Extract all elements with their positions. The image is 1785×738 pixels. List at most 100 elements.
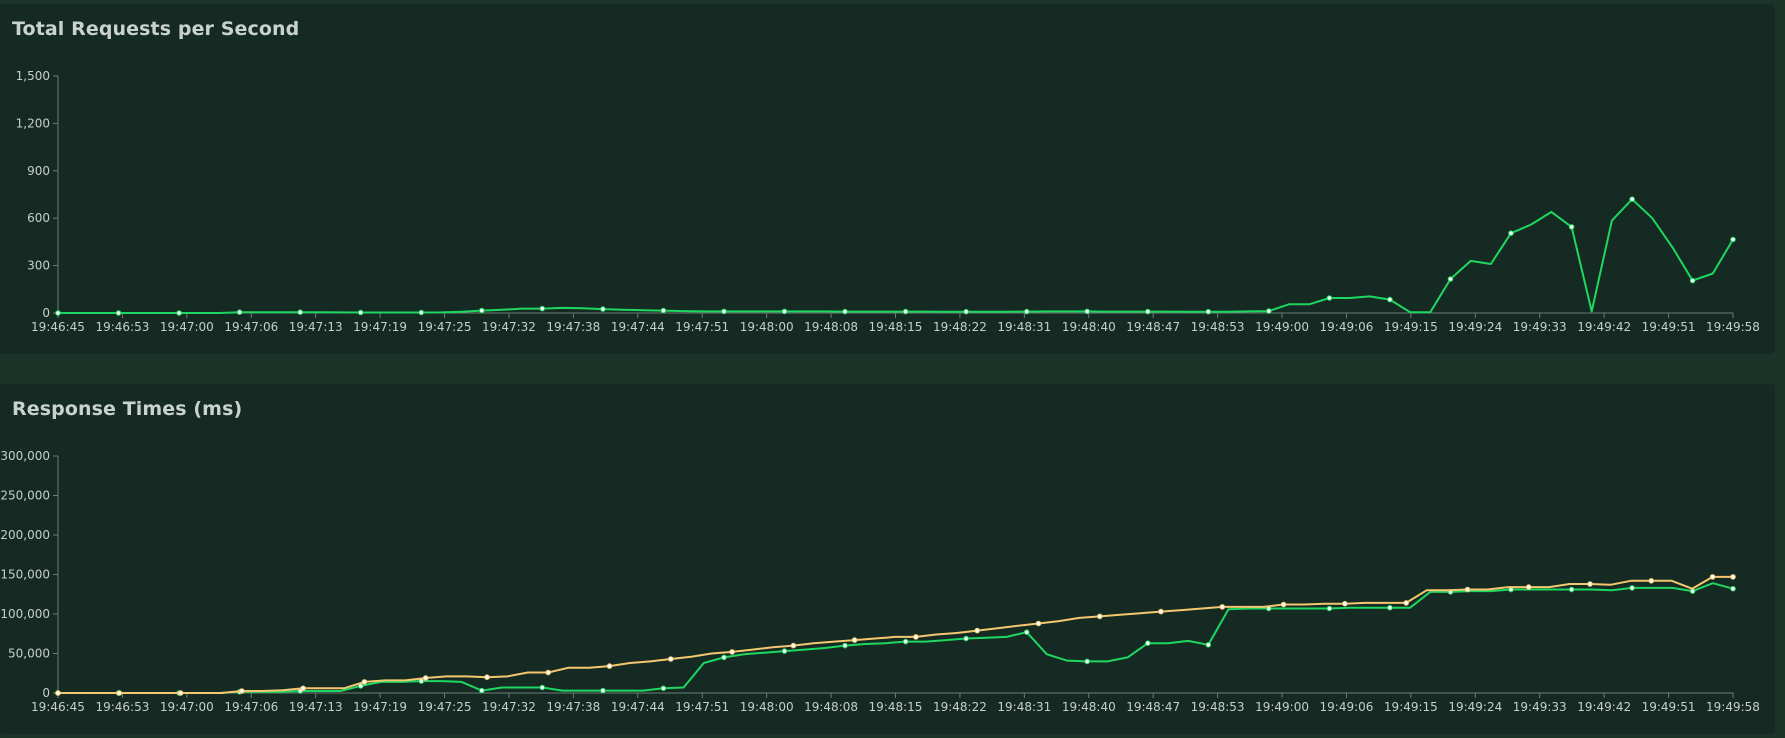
rps-total_rps-point[interactable] <box>1084 308 1090 315</box>
rps-total_rps-point[interactable] <box>721 308 727 315</box>
rps-x-tick-label: 19:47:13 <box>289 320 343 334</box>
rt-p95-point[interactable] <box>790 642 797 649</box>
rt-p95-point[interactable] <box>239 688 245 694</box>
rps-total_rps-point[interactable] <box>1447 276 1454 282</box>
rt-median-point[interactable] <box>600 687 606 694</box>
rt-p95-point[interactable] <box>1587 581 1593 587</box>
rt-x-tick-label: 19:47:19 <box>353 700 407 714</box>
rt-median-point[interactable] <box>1205 642 1212 648</box>
rps-x-tick-label: 19:47:32 <box>482 320 536 334</box>
rps-x-tick-label: 19:46:53 <box>95 320 149 334</box>
rt-p95-point[interactable] <box>1730 574 1736 580</box>
rps-total_rps-point[interactable] <box>115 310 122 316</box>
rt-median-point[interactable] <box>781 648 788 654</box>
rt-p95-point[interactable] <box>422 675 429 681</box>
rps-total_rps-point[interactable] <box>902 308 909 315</box>
rt-median-point[interactable] <box>479 687 485 694</box>
rps-total_rps-point[interactable] <box>1145 308 1151 315</box>
rt-p95-point[interactable] <box>1280 601 1287 608</box>
rt-y-tick-label: 50,000 <box>8 647 50 661</box>
rps-x-tick-label: 19:49:58 <box>1706 320 1760 334</box>
rps-x-tick-label: 19:48:53 <box>1191 320 1245 334</box>
rt-p95-point[interactable] <box>300 685 306 692</box>
rps-total_rps-point[interactable] <box>1023 308 1030 315</box>
rps-total_rps-point[interactable] <box>600 306 606 312</box>
rt-p95-point[interactable] <box>606 663 613 669</box>
rt-y-tick-label: 200,000 <box>0 528 50 542</box>
rt-median-point[interactable] <box>721 654 727 661</box>
rt-p95-point[interactable] <box>1342 600 1348 607</box>
rt-median-point[interactable] <box>1326 605 1333 612</box>
rps-total_rps-point[interactable] <box>479 307 485 314</box>
rt-median-point[interactable] <box>1629 585 1635 591</box>
rt-x-tick-label: 19:46:45 <box>31 700 85 714</box>
rt-p95-point[interactable] <box>1403 600 1409 606</box>
rt-p95-point[interactable] <box>1035 620 1042 627</box>
rt-median-point[interactable] <box>1568 586 1575 593</box>
rt-median-point[interactable] <box>1730 585 1736 592</box>
rps-total_rps-point[interactable] <box>660 307 667 314</box>
rt-x-tick-label: 19:47:38 <box>546 700 600 714</box>
rps-total_rps-point[interactable] <box>357 309 364 316</box>
rps-total_rps-point[interactable] <box>1689 277 1696 284</box>
rt-median-point[interactable] <box>660 685 667 692</box>
rps-total_rps-point[interactable] <box>781 308 788 315</box>
rps-y-tick-label: 1,200 <box>16 116 50 130</box>
rt-median-point[interactable] <box>1387 604 1393 611</box>
rps-total_rps-point[interactable] <box>1387 296 1393 303</box>
rt-median-point[interactable] <box>842 642 848 649</box>
rt-p95-point[interactable] <box>1709 574 1716 580</box>
rps-total_rps-point[interactable] <box>418 309 425 316</box>
rt-median-point[interactable] <box>1023 629 1030 635</box>
rps-total_rps-point[interactable] <box>1730 236 1736 243</box>
rps-total_rps-point[interactable] <box>963 308 969 315</box>
rt-p95-point[interactable] <box>177 690 184 696</box>
rt-p95-point[interactable] <box>729 649 735 655</box>
rt-median-line <box>58 582 1734 694</box>
rps-total_rps-point[interactable] <box>1205 308 1212 315</box>
rt-x-tick-label: 19:48:00 <box>740 700 794 714</box>
rps-x-tick-label: 19:47:38 <box>546 320 600 334</box>
rt-p95-point[interactable] <box>1158 608 1164 615</box>
rt-median-point[interactable] <box>902 638 909 645</box>
rps-total_rps-point[interactable] <box>236 309 243 316</box>
rt-p95-point[interactable] <box>116 690 123 696</box>
rps-total_rps-point[interactable] <box>1266 308 1272 314</box>
rt-p95-point[interactable] <box>851 637 858 643</box>
rps-total_rps-point[interactable] <box>539 305 546 312</box>
rps-y-tick-label: 900 <box>27 164 50 178</box>
rps-y-tick-label: 0 <box>42 306 50 320</box>
rps-total_rps-point[interactable] <box>297 309 304 316</box>
rt-p95-point[interactable] <box>361 679 368 685</box>
rps-y-tick-label: 1,500 <box>16 69 50 83</box>
rt-p95-point[interactable] <box>1219 604 1226 610</box>
rt-median-point[interactable] <box>539 684 546 691</box>
rps-x-tick-label: 19:47:00 <box>160 320 214 334</box>
rps-total_rps-point[interactable] <box>176 310 182 316</box>
rps-y-tick-label: 300 <box>27 259 50 273</box>
rt-p95-point[interactable] <box>1097 613 1103 620</box>
rt-x-tick-label: 19:49:15 <box>1384 700 1438 714</box>
rps-total_rps-point[interactable] <box>842 308 848 315</box>
rt-median-point[interactable] <box>1084 658 1090 665</box>
rps-x-tick-label: 19:48:47 <box>1126 320 1180 334</box>
rt-p95-point[interactable] <box>55 690 61 696</box>
rt-p95-point[interactable] <box>1464 586 1471 593</box>
rps-total_rps-point[interactable] <box>1508 230 1514 236</box>
rt-median-point[interactable] <box>1145 640 1151 647</box>
rt-median-point[interactable] <box>963 635 969 642</box>
rt-p95-point[interactable] <box>1525 584 1532 590</box>
rps-total_rps-point[interactable] <box>1326 295 1333 301</box>
rps-total_rps-point[interactable] <box>1629 196 1635 202</box>
rps-total_rps-point[interactable] <box>55 310 61 316</box>
rps-x-tick-label: 19:46:45 <box>31 320 85 334</box>
rps-total_rps-point[interactable] <box>1568 224 1575 230</box>
rt-p95-point[interactable] <box>484 674 490 681</box>
rt-p95-point[interactable] <box>974 627 981 634</box>
rps-x-tick-label: 19:48:15 <box>869 320 923 334</box>
rt-p95-point[interactable] <box>1648 578 1655 584</box>
rt-p95-point[interactable] <box>913 634 919 640</box>
rt-p95-point[interactable] <box>545 669 552 676</box>
rps-x-tick-label: 19:47:44 <box>611 320 665 334</box>
rt-p95-point[interactable] <box>668 656 674 662</box>
